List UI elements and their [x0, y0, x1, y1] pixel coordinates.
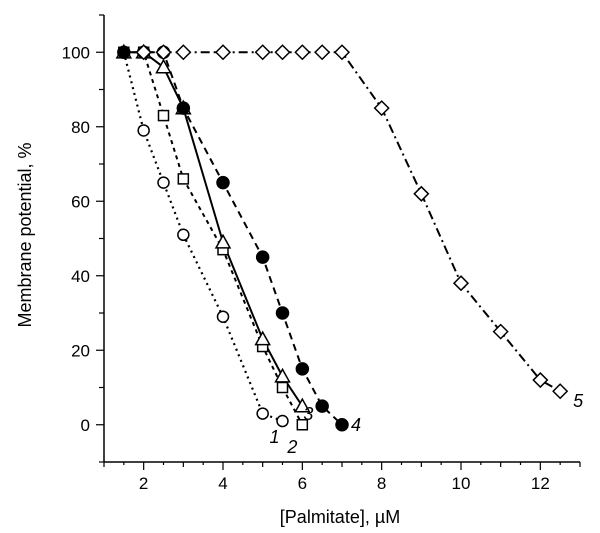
data-point	[157, 176, 170, 189]
data-point	[532, 371, 549, 389]
series-label-3: 3	[303, 404, 313, 424]
data-point	[452, 275, 470, 292]
series-line-5	[143, 51, 561, 393]
data-point	[117, 45, 131, 59]
series-label-1: 1	[269, 427, 279, 447]
data-point	[333, 44, 351, 61]
y-tick-label: 20	[71, 341, 90, 360]
data-point	[137, 124, 150, 137]
data-point	[294, 44, 311, 61]
y-tick-label: 100	[62, 43, 90, 62]
series-label-4: 4	[351, 415, 361, 435]
data-point	[176, 101, 191, 115]
x-tick-label: 4	[218, 474, 227, 493]
data-point	[274, 44, 291, 61]
x-axis-title: [Palmitate], µM	[280, 507, 400, 527]
data-point	[177, 173, 190, 185]
data-point	[214, 44, 232, 61]
y-tick-label: 60	[71, 192, 90, 211]
data-point	[216, 310, 230, 323]
data-point	[296, 419, 309, 431]
data-point	[314, 44, 331, 61]
x-tick-label: 8	[377, 474, 386, 493]
data-point	[413, 185, 430, 202]
data-point	[373, 100, 390, 117]
y-axis-ticks: 0 20 40 60 80 100	[62, 14, 104, 463]
data-point	[335, 418, 349, 432]
data-point	[315, 399, 329, 413]
y-tick-label: 0	[81, 416, 90, 435]
x-tick-label: 6	[298, 474, 307, 493]
series-line-4	[123, 51, 343, 426]
data-point	[254, 44, 271, 61]
x-tick-label: 12	[531, 474, 550, 493]
data-point	[276, 381, 289, 394]
x-tick-label: 2	[139, 474, 148, 493]
data-point	[216, 175, 230, 190]
data-point	[157, 109, 170, 122]
y-tick-label: 40	[71, 267, 90, 286]
y-tick-label: 80	[71, 118, 90, 137]
data-point	[275, 306, 290, 320]
data-point	[274, 367, 291, 383]
series-line-2	[123, 51, 304, 426]
data-point	[155, 44, 172, 61]
data-point	[255, 250, 270, 264]
data-point	[294, 397, 311, 413]
x-tick-label: 10	[452, 474, 471, 493]
data-point	[276, 414, 289, 428]
y-axis-title: Membrane potential, %	[15, 142, 35, 327]
data-point	[492, 323, 509, 340]
data-point	[295, 362, 310, 376]
data-point	[175, 44, 192, 61]
data-point	[155, 58, 172, 74]
data-point	[135, 44, 152, 61]
series-labels: 1 23 4 5	[269, 391, 584, 457]
data-point	[256, 407, 269, 420]
data-point	[214, 233, 232, 249]
series-label-5: 5	[573, 391, 584, 411]
series-label-2: 2	[286, 437, 297, 457]
axes	[103, 15, 580, 463]
data-point	[552, 383, 569, 400]
data-point	[254, 330, 271, 346]
series-markers	[115, 43, 569, 432]
series-line-1	[122, 51, 283, 423]
x-axis-ticks: 2 4 6 8 10 12	[103, 462, 581, 493]
data-point	[177, 228, 190, 242]
series-line-3	[123, 51, 304, 407]
